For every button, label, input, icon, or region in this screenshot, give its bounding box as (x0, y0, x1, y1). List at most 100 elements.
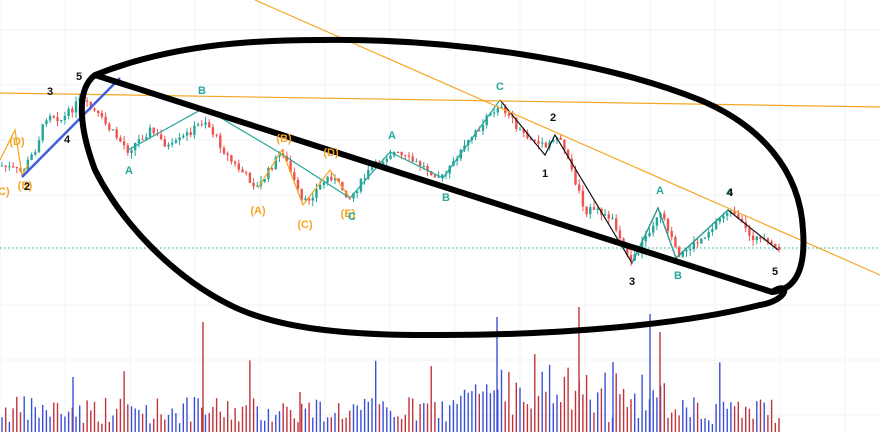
volume-bar (682, 400, 684, 432)
candle (692, 242, 696, 249)
volume-bar (630, 399, 632, 432)
volume-bar (685, 407, 688, 432)
volume-bar (212, 406, 214, 432)
volume-bar (334, 412, 336, 432)
candle (389, 155, 392, 159)
volume-bar (404, 414, 406, 432)
volume-bar (537, 395, 540, 432)
volume-bar (241, 406, 244, 432)
volume-bar (345, 417, 347, 432)
volume-bar (493, 390, 495, 432)
volume-bar (722, 401, 725, 432)
wave-label: B (442, 192, 450, 204)
volume-bar (748, 408, 751, 432)
candle (111, 129, 115, 131)
candle (511, 115, 514, 118)
wave-label: B (674, 270, 682, 282)
trendline-horizontal-orange (0, 92, 880, 108)
candle (67, 108, 70, 116)
volume-bar (356, 405, 358, 432)
volume-bar (301, 403, 303, 432)
volume-bar (349, 410, 351, 432)
candle (252, 182, 255, 187)
volume-bar (449, 405, 451, 432)
volume-bar (315, 399, 318, 432)
candle (211, 127, 215, 135)
candle (596, 208, 599, 210)
candle (707, 231, 710, 238)
candle (208, 122, 211, 128)
volume-bar (523, 401, 525, 432)
volume-bar (153, 418, 155, 432)
volume-bar (56, 403, 59, 432)
candle (333, 178, 337, 181)
candle (500, 106, 503, 109)
candle (74, 101, 78, 113)
volume-bar (515, 382, 517, 432)
volume-bar (582, 394, 584, 432)
volume-bar (619, 394, 621, 432)
candle (152, 127, 155, 134)
volume-bar (42, 404, 44, 432)
volume-bar (511, 414, 514, 432)
candle (722, 215, 725, 219)
volume-bar (456, 403, 458, 432)
candle (433, 175, 437, 178)
volume-bar (652, 390, 654, 432)
wave-abc-teal-2 (349, 99, 501, 199)
volume-bar (363, 398, 366, 432)
candle (700, 238, 703, 244)
volume-bar (741, 417, 743, 432)
candle (415, 161, 418, 163)
candle (189, 132, 192, 136)
hand-drawn-ellipse-annotation (78, 36, 807, 339)
volume-bar (34, 407, 36, 432)
volume-bar (49, 416, 51, 432)
candle (407, 155, 411, 157)
wave-lines (0, 99, 779, 265)
volume-bar (178, 423, 181, 432)
candle (370, 167, 374, 170)
candle (233, 161, 237, 164)
volume-bar (497, 389, 499, 432)
volume-bar (19, 412, 22, 432)
volume-bar (726, 408, 728, 432)
volume-bar (104, 397, 107, 432)
volume-bar (474, 384, 477, 432)
volume-bar (108, 421, 110, 432)
candle (759, 236, 762, 239)
candle (663, 213, 666, 219)
candle (311, 197, 314, 201)
volume-bar (60, 413, 62, 432)
volume-bar (286, 406, 288, 432)
volume-bar (186, 397, 188, 432)
volume-bar (64, 416, 66, 432)
candle (222, 147, 226, 154)
volume-bar (53, 402, 55, 432)
wave-ab-teal (631, 206, 729, 264)
volume-bar (759, 399, 762, 432)
candle (574, 169, 577, 185)
volume-bar (278, 411, 281, 432)
volume-bar (323, 421, 325, 432)
candle (559, 137, 562, 140)
volume-bar (289, 410, 292, 432)
wave-label: C (496, 81, 504, 93)
candle (230, 155, 233, 162)
volume-bar (245, 405, 247, 432)
candle (274, 156, 277, 170)
volume-bar (230, 419, 233, 432)
volume-bar (319, 401, 321, 432)
volume-bar (389, 410, 392, 432)
candle (478, 130, 481, 132)
candle (711, 229, 714, 232)
volume-bar (5, 407, 7, 432)
volume-bar (763, 402, 765, 432)
candle (93, 108, 96, 111)
wave-label: (A) (250, 205, 266, 217)
candle (182, 135, 185, 138)
candle (307, 198, 311, 201)
candle (108, 123, 111, 130)
candle (241, 169, 244, 173)
